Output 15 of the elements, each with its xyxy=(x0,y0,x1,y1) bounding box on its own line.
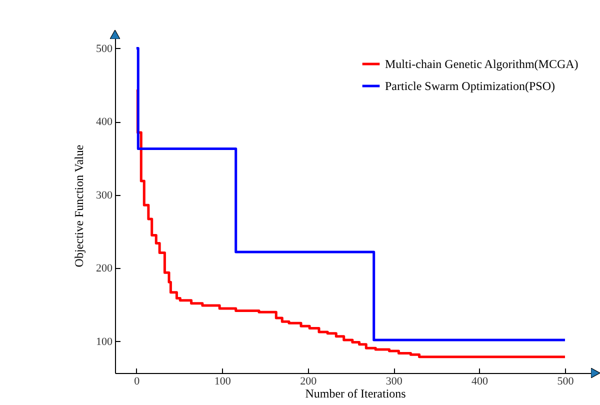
y-tick-label: 300 xyxy=(96,189,113,202)
legend-label: Particle Swarm Optimization(PSO) xyxy=(385,79,555,93)
x-tick-label: 200 xyxy=(300,376,318,388)
y-tick-label: 500 xyxy=(96,42,113,55)
x-tick-label: 0 xyxy=(134,376,140,388)
x-axis-title: Number of Iterations xyxy=(305,386,406,400)
y-tick-label: 200 xyxy=(96,262,113,275)
x-tick-label: 400 xyxy=(472,376,489,388)
x-tick-label: 100 xyxy=(214,376,232,388)
y-tick-label: 100 xyxy=(96,336,113,348)
x-tick-label: 500 xyxy=(557,376,574,388)
legend-label: Multi-chain Genetic Algorithm(MCGA) xyxy=(385,57,578,71)
x-tick-label: 300 xyxy=(386,376,403,388)
y-tick-label: 400 xyxy=(96,116,113,128)
y-axis-title: Objective Function Value xyxy=(72,144,86,268)
